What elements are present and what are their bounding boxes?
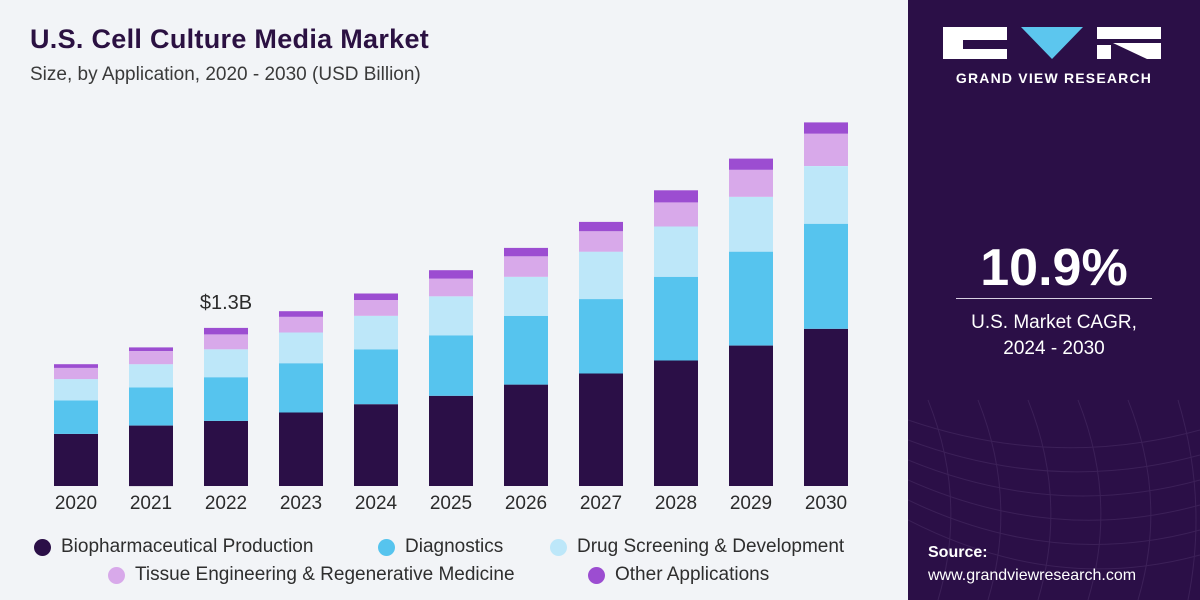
bar-segment-2027-s1 [579, 299, 623, 374]
legend-item: Diagnostics [378, 536, 503, 558]
x-tick-label: 2020 [55, 493, 97, 514]
bar-segment-2022-s3 [204, 334, 248, 350]
legend-swatch [588, 566, 605, 584]
x-tick-label: 2025 [430, 493, 472, 514]
legend-item: Other Applications [588, 564, 769, 586]
bar-segment-2020-s1 [54, 400, 98, 434]
legend-label: Drug Screening & Development [577, 536, 845, 557]
bar-segment-2022-s1 [204, 377, 248, 421]
x-tick-label: 2024 [355, 493, 398, 514]
chart-title: U.S. Cell Culture Media Market [30, 24, 430, 54]
chart-subtitle: Size, by Application, 2020 - 2030 (USD B… [30, 64, 421, 85]
chart-panel: U.S. Cell Culture Media Market Size, by … [0, 24, 908, 600]
bar-segment-2030-s1 [804, 223, 848, 329]
cagr-value: 10.9% [980, 239, 1128, 297]
bar-segment-2027-s0 [579, 373, 623, 486]
bar-segment-2029-s2 [729, 196, 773, 252]
bar-segment-2024-s3 [354, 300, 398, 316]
mesh-background-graphic [908, 399, 1200, 600]
bar-segment-2023-s2 [279, 332, 323, 364]
bar-segment-2028-s2 [654, 226, 698, 277]
legend-swatch [34, 538, 51, 556]
sidebar-panel: GRAND VIEW RESEARCH 10.9% U.S. Market CA… [908, 0, 1200, 600]
bar-segment-2026-s0 [504, 384, 548, 486]
bar-segment-2028-s0 [654, 360, 698, 486]
bar-segment-2022-s4 [204, 327, 248, 335]
bar-segment-2026-s3 [504, 256, 548, 277]
bar-segment-2024-s2 [354, 315, 398, 350]
x-tick-label: 2027 [580, 493, 622, 514]
legend-label: Biopharmaceutical Production [61, 536, 314, 557]
bar-segment-2027-s2 [579, 251, 623, 299]
bar-segment-2030-s0 [804, 328, 848, 486]
bar-segment-2026-s4 [504, 247, 548, 257]
legend-swatch [108, 566, 125, 584]
x-tick-label: 2021 [130, 493, 172, 514]
bar-segment-2029-s3 [729, 169, 773, 197]
x-tick-label: 2023 [280, 493, 322, 514]
bar-segment-2027-s4 [579, 221, 623, 232]
bar-segment-2028-s4 [654, 190, 698, 203]
bar-segment-2020-s2 [54, 379, 98, 401]
bar-segment-2021-s4 [129, 347, 173, 352]
bar-segment-2025-s4 [429, 270, 473, 279]
legend-label: Other Applications [615, 564, 770, 585]
bar-segment-2022-s0 [204, 420, 248, 486]
cagr-label-line1: U.S. Market CAGR, [971, 312, 1137, 333]
bar-segment-2024-s0 [354, 404, 398, 486]
bar-segment-2023-s0 [279, 412, 323, 486]
bar-segment-2020-s3 [54, 367, 98, 380]
x-tick-label: 2022 [205, 493, 247, 514]
bar-segment-2024-s4 [354, 293, 398, 300]
x-tick-label: 2029 [730, 493, 772, 514]
cagr-label-line2: 2024 - 2030 [1003, 338, 1105, 359]
legend-label: Diagnostics [405, 536, 504, 557]
bar-segment-2027-s3 [579, 231, 623, 252]
bar-segment-2030-s2 [804, 166, 848, 224]
x-tick-label: 2030 [805, 493, 847, 514]
bar-segment-2029-s1 [729, 251, 773, 346]
bar-segment-2021-s2 [129, 364, 173, 388]
bar-segment-2021-s0 [129, 425, 173, 487]
legend-swatch [378, 538, 395, 556]
bar-segment-2020-s4 [54, 364, 98, 368]
cagr-label: U.S. Market CAGR, 2024 - 2030 [908, 310, 1200, 362]
bar-segment-2030-s4 [804, 122, 848, 134]
bar-segment-2029-s0 [729, 345, 773, 486]
bar-segment-2030-s3 [804, 133, 848, 166]
bar-segment-2020-s0 [54, 433, 98, 486]
bar-segment-2028-s3 [654, 202, 698, 227]
bar-segment-2026-s2 [504, 276, 548, 316]
bar-segment-2025-s2 [429, 296, 473, 336]
bar-segment-2028-s1 [654, 276, 698, 361]
bar-segment-2025-s1 [429, 335, 473, 396]
data-label-annotation: $1.3B [200, 292, 252, 314]
company-logo [943, 27, 1161, 59]
bar-segment-2022-s2 [204, 349, 248, 378]
legend-label: Tissue Engineering & Regenerative Medici… [135, 564, 515, 585]
brand-name: GRAND VIEW RESEARCH [955, 70, 1153, 86]
legend-item: Tissue Engineering & Regenerative Medici… [108, 564, 515, 586]
legend-item: Biopharmaceutical Production [34, 536, 313, 558]
bar-segment-2021-s3 [129, 351, 173, 365]
chart-legend: Biopharmaceutical Production Diagnostics D… [0, 532, 908, 600]
stacked-bar-chart: 2020 2021 2022 2023 2024 2025 2026 2027 2028 2029… [54, 122, 848, 514]
bar-segment-2023-s1 [279, 363, 323, 413]
source-url[interactable]: www.grandviewresearch.com [928, 567, 1137, 584]
x-tick-label: 2026 [505, 493, 547, 514]
source-label: Source: [928, 544, 988, 561]
bar-segment-2024-s1 [354, 349, 398, 405]
legend-swatch [550, 538, 567, 556]
x-tick-label: 2028 [655, 493, 697, 514]
bar-segment-2025-s3 [429, 278, 473, 297]
bar-segment-2026-s1 [504, 315, 548, 385]
bar-segment-2029-s4 [729, 158, 773, 170]
bar-segment-2021-s1 [129, 387, 173, 426]
cagr-divider [956, 298, 1152, 299]
legend-item: Drug Screening & Development [550, 536, 844, 558]
bar-segment-2025-s0 [429, 395, 473, 486]
bar-segment-2023-s4 [279, 311, 323, 317]
bar-segment-2023-s3 [279, 316, 323, 333]
